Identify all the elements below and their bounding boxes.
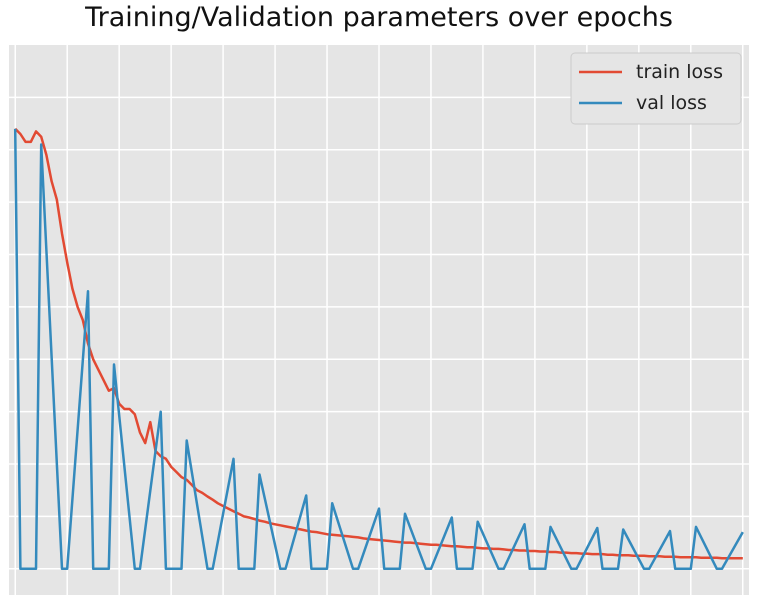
series-layer: [13, 127, 744, 571]
legend: train loss val loss: [570, 52, 742, 125]
horizontal-gridlines: [3, 96, 749, 570]
legend-label-val-loss: val loss: [636, 92, 707, 114]
chart-title: Training/Validation parameters over epoc…: [85, 2, 673, 33]
series-line-val-loss: [13, 128, 744, 571]
legend-label-train-loss: train loss: [636, 61, 723, 83]
series-line-train-loss: [14, 127, 743, 560]
